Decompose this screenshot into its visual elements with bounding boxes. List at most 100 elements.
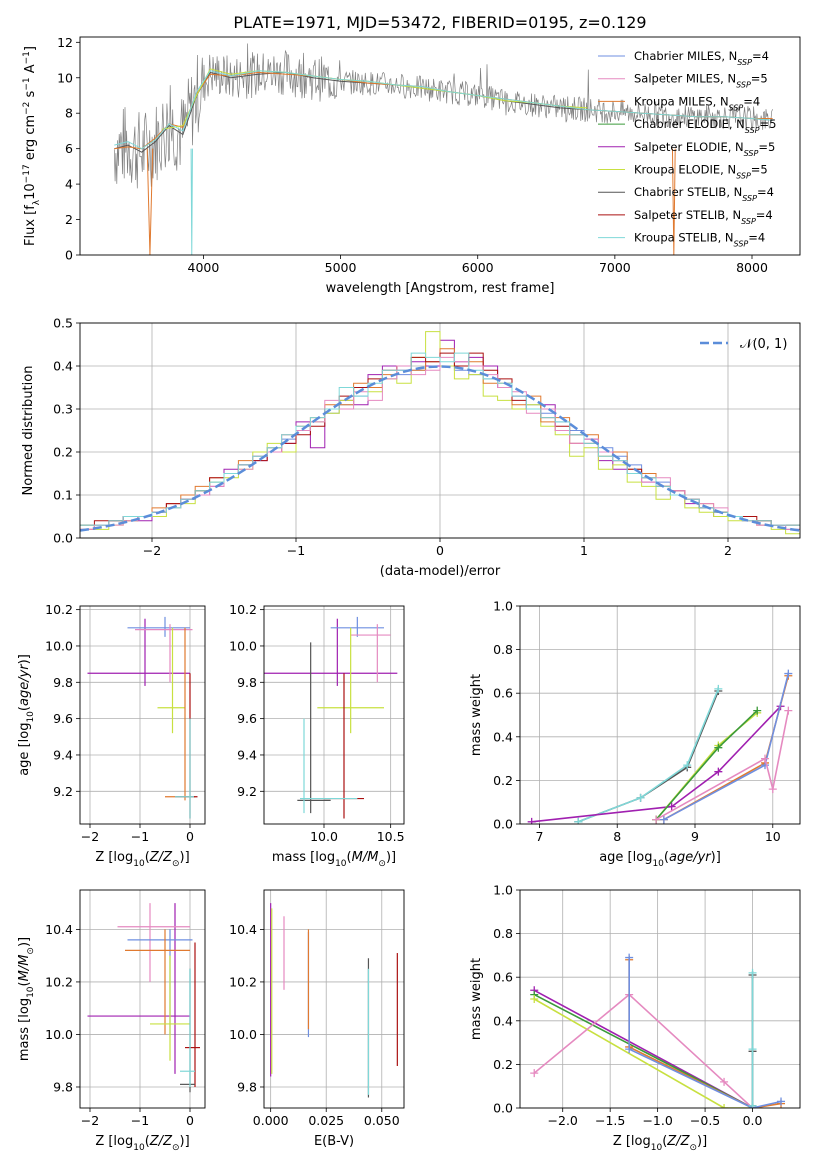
y-tick-label: 9.4 [53,747,73,762]
y-axis-label-part: mass [log [17,998,32,1061]
plot-area [87,903,200,1093]
x-tick-label: −1 [287,543,305,558]
x-axis-label-part: ( [145,1134,150,1149]
y-axis-label-part: M/M [17,955,32,982]
mass-weight-line [533,998,753,1108]
x-axis-label-part: )] [386,850,396,865]
legend-entry-sub: SSP [745,126,760,135]
y-tick-label: 10.0 [229,1027,257,1042]
y-tick-label: 0.6 [493,970,513,985]
legend-entry-name: Kroupa STELIB, N [634,231,734,245]
x-axis-label-part: Z [log [95,850,133,865]
x-axis-label-part: Z/Z [666,1134,690,1149]
data-point [530,995,539,1003]
x-tick-label: 8000 [736,260,768,275]
mass-weight-line [655,710,758,821]
legend-entry-n: =5 [760,117,777,131]
y-axis-label-part: 10 [26,711,36,723]
axes-frame [79,36,801,256]
y-tick-label: 10.2 [45,602,73,617]
plot-area [530,953,786,1108]
axes-frame [263,605,405,825]
legend-entry: Chabrier STELIB, NSSP=4 [634,185,774,203]
legend-entry-name: Salpeter STELIB, N [634,208,741,222]
x-axis-label: (data-model)/error [380,564,501,579]
y-axis-label-part: s [23,90,38,101]
y-axis-label: Normed distribution [21,366,36,496]
axes-frame [79,322,801,539]
y-axis-label-part: ] [23,46,38,51]
data-point [720,1077,729,1086]
legend-entry-name: Salpeter ELODIE, N [634,140,744,154]
legend-entry-name: Kroupa MILES, N [634,94,729,108]
axes-mw-vs-Z: −2.0 −1.5 −1.0 −0.5 0.0 0.0 0.2 0.4 0.6 0.8 1.0 Z [… [469,883,801,1153]
y-axis-label: mass [log10(M/M⊙)] [17,937,36,1061]
x-tick-label: 0.000 [253,1113,289,1128]
data-point [527,817,536,824]
y-axis-label: age [log10(age/yr)] [17,654,36,776]
y-tick-label: 8 [65,106,73,121]
data-point [784,706,793,715]
legend-entry: 𝒩(0, 1) [740,337,787,352]
x-tick-label: 8 [613,829,621,844]
x-axis-label: E(B-V) [314,1134,354,1149]
y-tick-label: 9.8 [53,675,73,690]
x-tick-label: 0.050 [364,1113,400,1128]
legend-entry: Chabrier ELODIE, NSSP=5 [634,117,776,135]
y-axis-label-part: ⊙ [26,947,36,955]
y-axis-label-part: 10 [23,183,38,200]
y-tick-label: 0.3 [53,402,73,417]
data-point [753,706,762,715]
x-tick-label: −1.5 [595,1113,625,1128]
x-axis-label-part: ⊙ [378,859,386,869]
legend-entry-sub: SSP [741,216,756,225]
plot-area [270,903,398,1098]
axes-frame [519,605,801,825]
legend-entry-sub: SSP [729,103,744,112]
y-axis-label-part: Flux [f [23,205,38,246]
x-axis-label-part: )] [697,1134,707,1149]
y-tick-label: 0.8 [493,926,513,941]
legend: 𝒩(0, 1) [700,337,787,352]
x-axis-label-part: age/yr [669,850,712,865]
normal-reference-curve [80,365,800,532]
data-point [761,754,769,763]
x-axis-label-part: mass [log [272,850,335,865]
x-axis-label-part: M/M [352,850,379,865]
x-axis-label-part: Z [log [613,1134,651,1149]
x-axis-label-part: (data-model)/error [380,564,501,579]
y-tick-label: 0.2 [493,773,513,788]
axes-age-vs-Z: −2 −1 09.29.49.69.810.010.2Z [log10(Z/Z⊙)]… [17,602,206,869]
axes-frame [79,605,206,825]
x-tick-label: 7 [535,829,543,844]
absorption-feature [146,148,154,255]
x-tick-label: −2.0 [548,1113,578,1128]
y-axis-label-part: −1 [22,77,32,90]
y-tick-label: 10.0 [45,638,73,653]
y-tick-label: 6 [65,141,73,156]
plot-area [80,331,800,535]
y-axis-label-part: )] [17,654,32,664]
axes-mass-vs-ebv: 0.000 0.025 0.050 9.8 10.0 10.2 10.4 E(B-V) [229,889,405,1149]
y-axis-label-part: 10 [26,986,36,998]
legend-entry: Chabrier MILES, NSSP=4 [634,49,769,67]
y-tick-label: 10.2 [229,602,257,617]
legend-entry-sub: SSP [736,80,751,89]
y-axis-label-part: mass weight [469,958,484,1040]
x-tick-label: 0.025 [308,1113,344,1128]
y-tick-label: 10.2 [45,974,73,989]
y-tick-label: 9.6 [53,711,73,726]
x-axis-label: Z [log10(Z/Z⊙)] [95,1134,189,1153]
data-point [625,1045,634,1054]
y-tick-label: 10.0 [45,1027,73,1042]
legend-entry-n: =4 [743,94,760,108]
x-tick-label: −1 [131,1113,149,1128]
legend-entry-n: =4 [748,231,765,245]
y-tick-label: 0.8 [493,642,513,657]
mass-weight-line [628,957,782,1108]
data-point [784,669,793,678]
y-tick-label: 0.0 [493,1101,513,1116]
y-axis-label-part: erg cm [23,115,38,164]
